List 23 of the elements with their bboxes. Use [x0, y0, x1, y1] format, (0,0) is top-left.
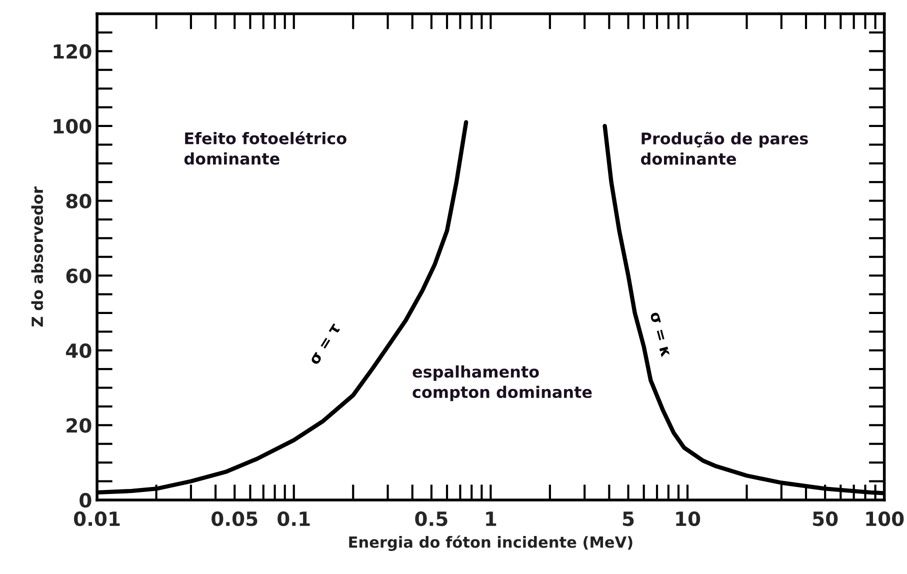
y-tick-label: 60 [66, 268, 92, 284]
x-tick-label: 10 [676, 511, 700, 526]
y-axis-title: Z do absorvedor [31, 186, 44, 327]
annotation: Efeito fotoelétrico dominante [184, 131, 346, 165]
annotation: Produção de pares dominante [640, 132, 808, 165]
y-tick-label: 40 [66, 343, 92, 358]
x-tick-label: 0.5 [415, 511, 448, 526]
x-axis-title: Energia do fóton incidente (MeV) [349, 535, 632, 551]
x-tick-label: 0.01 [74, 511, 120, 526]
x-tick-label: 50 [813, 511, 838, 526]
annotation: espalhamento compton dominante [412, 365, 592, 402]
annotation: σ = τ [310, 323, 341, 366]
x-tick-label: 100 [866, 511, 904, 526]
y-tick-label: 100 [54, 118, 92, 134]
annotation: σ = κ [650, 312, 670, 358]
x-tick-label: 0.1 [278, 511, 310, 526]
y-tick-label: 120 [54, 44, 92, 59]
x-tick-label: 1 [486, 512, 496, 526]
y-tick-label: 0 [80, 492, 92, 508]
y-tick-label: 20 [66, 418, 92, 433]
x-tick-label: 0.05 [212, 511, 258, 526]
y-tick-label: 80 [66, 194, 92, 208]
x-tick-label: 5 [622, 512, 634, 526]
